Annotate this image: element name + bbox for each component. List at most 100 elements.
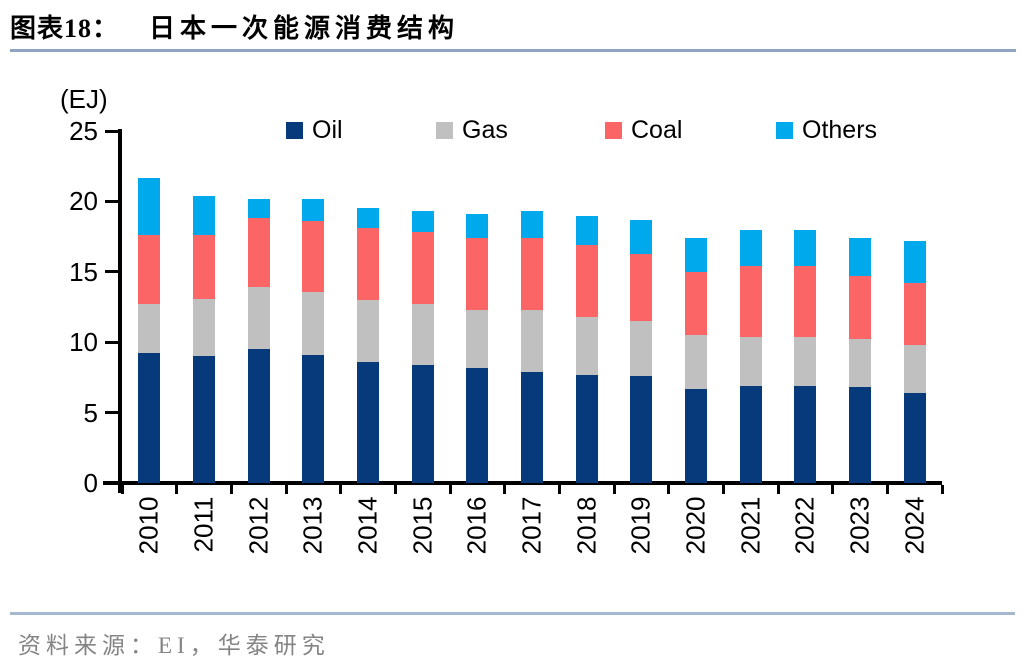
footer-divider-rule — [10, 612, 1015, 615]
bar-segment-coal-2011 — [193, 235, 215, 299]
bar-segment-coal-2015 — [411, 232, 434, 305]
bar-segment-others-2011 — [193, 195, 215, 236]
bar-segment-gas-2011 — [193, 298, 215, 357]
legend-swatch-gas — [436, 121, 453, 139]
bar-segment-coal-2019 — [630, 253, 653, 322]
legend-item-coal: Coal — [605, 117, 682, 143]
bar-segment-oil-2016 — [466, 367, 489, 483]
legend-swatch-coal — [605, 121, 622, 139]
bar-segment-gas-2018 — [575, 316, 598, 375]
bar-segment-others-2021 — [739, 229, 762, 267]
bar-segment-oil-2021 — [739, 385, 762, 483]
bar-segment-others-2019 — [630, 219, 653, 254]
bar-segment-others-2023 — [849, 238, 871, 277]
bar-2014 — [357, 208, 379, 483]
y-axis-tick-label: 20 — [69, 186, 98, 217]
bar-segment-others-2022 — [794, 229, 817, 267]
bar-2019 — [630, 219, 653, 483]
x-axis-tick — [885, 485, 889, 494]
bar-2023 — [849, 238, 871, 483]
bar-segment-coal-2016 — [466, 238, 489, 310]
x-axis-label-2018: 2018 — [571, 496, 602, 555]
x-axis-tick — [120, 485, 124, 494]
x-axis-tick — [339, 485, 343, 494]
bar-2011 — [193, 195, 215, 483]
y-axis-line — [118, 129, 122, 493]
x-axis-tick — [612, 485, 616, 494]
y-axis-unit-label: (EJ) — [60, 84, 108, 114]
bar-segment-coal-2021 — [739, 266, 762, 337]
x-axis-label-2020: 2020 — [680, 496, 711, 555]
legend-label-oil: Oil — [312, 116, 343, 144]
x-axis-label-2024: 2024 — [899, 496, 930, 555]
bar-segment-oil-2012 — [247, 349, 270, 483]
x-axis-tick — [940, 485, 944, 494]
bar-segment-coal-2023 — [849, 276, 871, 340]
bar-segment-oil-2014 — [357, 361, 379, 483]
bar-segment-gas-2016 — [466, 309, 489, 368]
x-axis-label-2013: 2013 — [297, 496, 328, 555]
legend-item-gas: Gas — [436, 117, 508, 143]
bar-segment-others-2010 — [138, 177, 161, 236]
legend-swatch-oil — [286, 121, 303, 139]
bar-segment-coal-2020 — [685, 271, 707, 336]
bar-segment-oil-2011 — [193, 356, 215, 483]
x-axis-tick — [175, 485, 179, 494]
bar-segment-coal-2012 — [247, 218, 270, 288]
y-axis-tick-label: 0 — [83, 468, 98, 498]
x-axis-label-2021: 2021 — [735, 496, 766, 555]
bar-segment-oil-2020 — [685, 388, 707, 483]
y-axis-tick — [105, 270, 120, 274]
x-axis-label-2023: 2023 — [844, 496, 875, 555]
bar-segment-coal-2017 — [521, 238, 543, 310]
legend-label-others: Others — [802, 116, 878, 144]
title-underline-rule — [10, 49, 1016, 52]
bar-2018 — [575, 215, 598, 483]
x-axis-tick — [557, 485, 561, 494]
bar-segment-gas-2019 — [630, 321, 653, 376]
x-axis-tick — [776, 485, 780, 494]
bar-2013 — [302, 198, 325, 483]
bar-segment-oil-2017 — [521, 371, 543, 483]
bar-segment-coal-2018 — [575, 245, 598, 317]
bar-2022 — [794, 229, 817, 483]
figure-number-label: 图表18： — [10, 14, 120, 43]
legend-label-coal: Coal — [631, 116, 683, 144]
x-axis-tick — [229, 485, 233, 494]
bar-2017 — [521, 211, 543, 483]
bar-segment-oil-2015 — [411, 364, 434, 483]
bar-2010 — [138, 177, 161, 483]
bar-segment-others-2014 — [357, 208, 379, 229]
bar-2020 — [685, 238, 707, 483]
bar-segment-coal-2024 — [903, 283, 926, 346]
bar-segment-gas-2013 — [302, 291, 325, 355]
bar-segment-gas-2017 — [521, 309, 543, 372]
x-axis-label-2010: 2010 — [133, 496, 164, 555]
bar-segment-gas-2021 — [739, 336, 762, 386]
y-axis-tick — [105, 129, 120, 133]
x-axis-tick — [448, 485, 452, 494]
y-axis-tick — [105, 411, 120, 415]
x-axis-tick — [667, 485, 671, 494]
legend-item-oil: Oil — [286, 117, 343, 143]
y-axis-tick-label: 5 — [83, 397, 98, 428]
bar-segment-coal-2010 — [138, 235, 161, 305]
bar-segment-gas-2015 — [411, 304, 434, 365]
bar-2016 — [466, 214, 489, 483]
bar-segment-gas-2020 — [685, 335, 707, 389]
x-axis-label-2015: 2015 — [407, 496, 438, 555]
bar-segment-gas-2010 — [138, 304, 161, 354]
y-axis-tick — [105, 340, 120, 344]
bar-segment-gas-2023 — [849, 339, 871, 388]
legend-item-others: Others — [776, 117, 877, 143]
bar-segment-gas-2014 — [357, 299, 379, 362]
y-axis-tick — [105, 481, 120, 485]
bar-2015 — [411, 211, 434, 483]
bar-segment-oil-2013 — [302, 354, 325, 483]
y-axis-tick-label: 25 — [69, 116, 98, 146]
bar-segment-others-2015 — [411, 211, 434, 233]
bar-segment-others-2012 — [247, 198, 270, 219]
x-axis-line — [103, 481, 942, 485]
y-axis-tick-label: 10 — [69, 327, 98, 358]
x-axis-label-2014: 2014 — [352, 496, 383, 555]
